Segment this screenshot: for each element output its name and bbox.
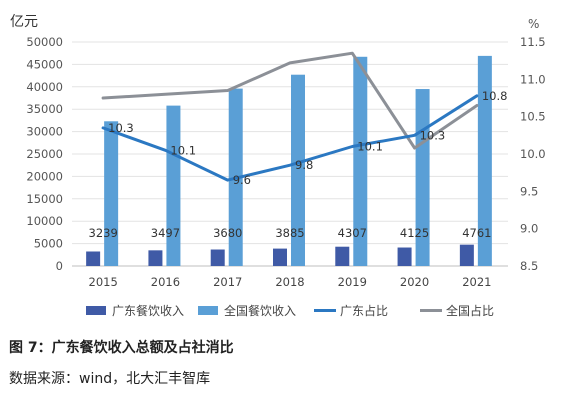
bar-data-label: 4761 <box>462 226 491 240</box>
line-data-label: 10.1 <box>357 140 383 154</box>
y-tick-label-right: 9.0 <box>520 222 538 236</box>
line-data-label: 10.8 <box>482 89 508 103</box>
bar-guangdong <box>273 248 287 266</box>
bar-guangdong <box>86 251 101 266</box>
y-tick-label-right: 11.0 <box>520 72 546 86</box>
bar-data-label: 3680 <box>213 226 242 240</box>
x-tick-label: 2015 <box>89 275 118 289</box>
bar-guangdong <box>397 247 412 266</box>
bar-data-label: 4125 <box>400 226 429 240</box>
y-tick-label-left: 10000 <box>26 214 63 228</box>
bar-guangdong <box>210 249 225 266</box>
bar-data-label: 4307 <box>338 226 367 240</box>
legend-label: 广东占比 <box>340 303 388 318</box>
y-tick-label-left: 45000 <box>26 57 63 71</box>
legend-label: 全国餐饮收入 <box>224 303 296 318</box>
y-tick-label-right: 9.5 <box>520 184 538 198</box>
legend-swatch <box>86 306 106 315</box>
legend-swatch <box>198 306 218 315</box>
y-tick-label-right: 11.5 <box>520 35 546 49</box>
x-tick-label: 2021 <box>462 275 491 289</box>
y-tick-label-left: 50000 <box>26 35 63 49</box>
y-tick-label-left: 30000 <box>26 125 63 139</box>
y-tick-label-left: 5000 <box>34 237 63 251</box>
x-tick-label: 2020 <box>400 275 429 289</box>
data-source: 数据来源：wind，北大汇丰智库 <box>9 371 211 387</box>
y-tick-label-right: 10.5 <box>520 110 546 124</box>
line-data-label: 10.1 <box>170 143 196 157</box>
y-tick-label-left: 20000 <box>26 169 63 183</box>
y-tick-label-left: 0 <box>56 259 63 273</box>
bar-guangdong <box>148 250 163 266</box>
bar-national <box>291 74 305 266</box>
left-axis-unit: 亿元 <box>10 14 38 30</box>
bar-guangdong <box>335 246 350 266</box>
legend-label: 全国占比 <box>446 303 494 318</box>
y-tick-label-left: 35000 <box>26 102 63 116</box>
bar-national <box>353 56 368 267</box>
line-data-label: 10.3 <box>108 121 134 135</box>
bar-data-label: 3885 <box>275 226 304 240</box>
y-tick-label-right: 10.0 <box>520 147 546 161</box>
legend-label: 广东餐饮收入 <box>112 303 184 318</box>
bar-data-label: 3239 <box>89 226 118 240</box>
bar-data-label: 3497 <box>151 226 180 240</box>
right-axis-unit: % <box>528 17 539 31</box>
bar-national <box>104 121 119 267</box>
bar-national <box>166 105 181 266</box>
y-tick-label-left: 15000 <box>26 192 63 206</box>
bar-national <box>477 55 492 266</box>
x-tick-label: 2019 <box>338 275 367 289</box>
y-tick-label-left: 25000 <box>26 147 63 161</box>
y-tick-label-left: 40000 <box>26 80 63 94</box>
line-data-label: 10.3 <box>420 128 446 142</box>
line-national-share <box>101 51 479 150</box>
line-data-label: 9.6 <box>233 173 251 187</box>
x-tick-label: 2017 <box>213 275 242 289</box>
x-tick-label: 2018 <box>275 275 304 289</box>
line-guangdong-share <box>101 94 479 182</box>
chart: 0 5000 10000 15000 20000 25000 30000 35000 40000… <box>10 14 546 318</box>
figure-caption: 图 7：广东餐饮收入总额及占社消比 <box>9 340 234 356</box>
y-tick-label-right: 8.5 <box>520 259 538 273</box>
x-tick-label: 2016 <box>151 275 180 289</box>
line-data-label: 9.8 <box>295 158 313 172</box>
bar-guangdong <box>459 244 474 266</box>
